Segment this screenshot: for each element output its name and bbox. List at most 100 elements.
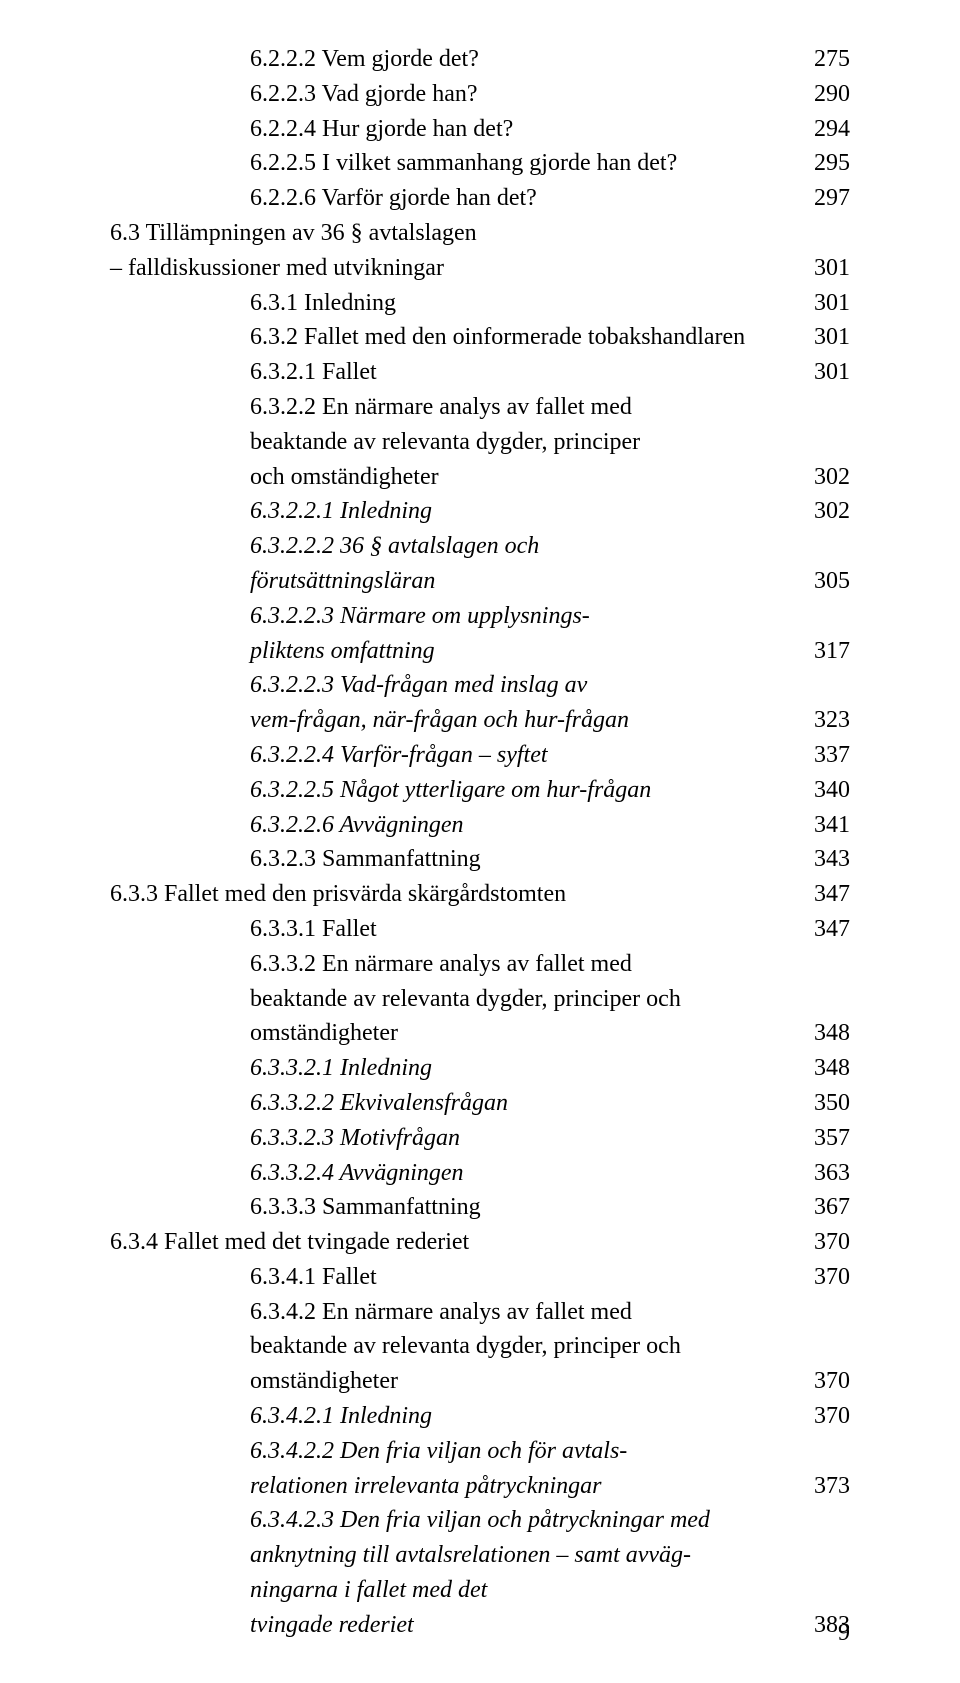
toc-entry-label: 6.3.2.2.3 Närmare om upplysnings- [250,599,850,634]
toc-entry-page: 347 [800,877,850,912]
toc-entry-label: 6.3.2.2.4 Varför-frågan – syftet [250,738,800,773]
toc-entry-label: 6.3.2.2.1 Inledning [250,494,800,529]
toc-entry-label: omständigheter [250,1364,800,1399]
toc-entry: tvingade rederiet383 [110,1608,850,1643]
toc-entry-page: 301 [800,320,850,355]
toc-entry: 6.3.2.1 Fallet301 [110,355,850,390]
toc-entry-label: 6.2.2.3 Vad gjorde han? [250,77,800,112]
toc-entry-page: 317 [800,634,850,669]
toc-entry-page: 363 [800,1156,850,1191]
toc-entry: 6.3.4.1 Fallet370 [110,1260,850,1295]
toc-entry-page: 297 [800,181,850,216]
toc-entry: 6.2.2.5 I vilket sammanhang gjorde han d… [110,146,850,181]
toc-entry: 6.2.2.3 Vad gjorde han?290 [110,77,850,112]
toc-entry-line: anknytning till avtalsrelationen – samt … [110,1538,850,1573]
toc-entry: 6.3.2 Fallet med den oinformerade tobaks… [110,320,850,355]
toc-entry-label: anknytning till avtalsrelationen – samt … [250,1538,850,1573]
toc-entry-page: 347 [800,912,850,947]
toc-entry-page: 295 [800,146,850,181]
toc-entry-line: 6.3.3.2 En närmare analys av fallet med [110,947,850,982]
toc-entry-label: 6.3.3.2.1 Inledning [250,1051,800,1086]
toc-entry-label: 6.3.4.2.1 Inledning [250,1399,800,1434]
toc-entry-page: 294 [800,112,850,147]
toc-entry-line: beaktande av relevanta dygder, principer [110,425,850,460]
toc-entry-page: 350 [800,1086,850,1121]
toc-entry-line: 6.3.4.2.2 Den fria viljan och för avtals… [110,1434,850,1469]
toc-entry: – falldiskussioner med utvikningar301 [110,251,850,286]
toc-entry-line: 6.3 Tillämpningen av 36 § avtalslagen [110,216,850,251]
toc-entry-page: 348 [800,1016,850,1051]
toc-entry-label: 6.3.2.1 Fallet [250,355,800,390]
toc-entry-page: 370 [800,1399,850,1434]
toc-entry-label: 6.3.1 Inledning [250,286,800,321]
toc-entry-label: 6.3.2 Fallet med den oinformerade tobaks… [250,320,800,355]
toc-entry: 6.3.3.3 Sammanfattning367 [110,1190,850,1225]
toc-entry-label: 6.3.4.2.3 Den fria viljan och påtrycknin… [250,1503,850,1538]
toc-entry-page: 302 [800,460,850,495]
toc-entry-label: pliktens omfattning [250,634,800,669]
toc-entry-label: 6.3.3.2.2 Ekvivalensfrågan [250,1086,800,1121]
toc-entry-page: 302 [800,494,850,529]
toc-entry: 6.3.2.3 Sammanfattning343 [110,842,850,877]
toc-entry: omständigheter348 [110,1016,850,1051]
toc-entry-label: och omständigheter [250,460,800,495]
toc-entry: 6.3.3.2.3 Motivfrågan357 [110,1121,850,1156]
toc-entry-page: 301 [800,251,850,286]
toc-entry-label: 6.2.2.5 I vilket sammanhang gjorde han d… [250,146,800,181]
toc-entry-label: tvingade rederiet [250,1608,800,1643]
toc-entry: 6.3.4 Fallet med det tvingade rederiet37… [110,1225,850,1260]
toc-entry: 6.3.3.2.4 Avvägningen363 [110,1156,850,1191]
toc-entry-label: 6.3.4.2 En närmare analys av fallet med [250,1295,850,1330]
toc-entry: förutsättningsläran305 [110,564,850,599]
page-container: 6.2.2.2 Vem gjorde det?2756.2.2.3 Vad gj… [0,0,960,1683]
toc-entry-line: 6.3.2.2.3 Vad-frågan med inslag av [110,668,850,703]
toc-entry-label: 6.3.2.2.2 36 § avtalslagen och [250,529,850,564]
toc-entry-line: 6.3.4.2.3 Den fria viljan och påtrycknin… [110,1503,850,1538]
toc-entry-label: beaktande av relevanta dygder, principer… [250,1329,850,1364]
toc-entry-label: 6.3.3.2 En närmare analys av fallet med [250,947,850,982]
toc-entry-label: 6.3.4.1 Fallet [250,1260,800,1295]
toc-entry-page: 357 [800,1121,850,1156]
toc-entry-page: 275 [800,42,850,77]
toc-entry: 6.3.2.2.4 Varför-frågan – syftet337 [110,738,850,773]
toc-entry-label: 6.3.3.3 Sammanfattning [250,1190,800,1225]
toc-entry: 6.3.3.2.1 Inledning348 [110,1051,850,1086]
toc-entry-page: 337 [800,738,850,773]
toc-entry-label: beaktande av relevanta dygder, principer… [250,982,850,1017]
toc-entry-label: 6.3.3 Fallet med den prisvärda skärgårds… [110,877,800,912]
toc-entry-page: 323 [800,703,850,738]
toc-entry: relationen irrelevanta påtryckningar373 [110,1469,850,1504]
toc-entry-label: relationen irrelevanta påtryckningar [250,1469,800,1504]
toc-entry: 6.3.3.1 Fallet347 [110,912,850,947]
toc-entry: 6.3.1 Inledning301 [110,286,850,321]
toc-entry-label: 6.3.4 Fallet med det tvingade rederiet [110,1225,800,1260]
toc-entry-line: beaktande av relevanta dygder, principer… [110,1329,850,1364]
toc-entry-label: ningarna i fallet med det [250,1573,850,1608]
toc-entry-label: 6.3 Tillämpningen av 36 § avtalslagen [110,216,850,251]
toc-entry: omständigheter370 [110,1364,850,1399]
toc-entry-page: 348 [800,1051,850,1086]
toc-entry-label: 6.2.2.2 Vem gjorde det? [250,42,800,77]
toc-entry-page: 305 [800,564,850,599]
toc-entry-label: vem-frågan, när-frågan och hur-frågan [250,703,800,738]
toc-entry-label: 6.3.2.2.6 Avvägningen [250,808,800,843]
toc-entry: vem-frågan, när-frågan och hur-frågan323 [110,703,850,738]
toc-entry: 6.3.2.2.6 Avvägningen341 [110,808,850,843]
toc-entry-line: beaktande av relevanta dygder, principer… [110,982,850,1017]
toc-entry-label: – falldiskussioner med utvikningar [110,251,800,286]
toc-entry-label: 6.2.2.6 Varför gjorde han det? [250,181,800,216]
toc-entry: 6.3.2.2.5 Något ytterligare om hur-fråga… [110,773,850,808]
toc-entry-label: 6.3.3.2.4 Avvägningen [250,1156,800,1191]
toc-entry-page: 367 [800,1190,850,1225]
toc-entry: 6.2.2.4 Hur gjorde han det?294 [110,112,850,147]
toc-entry: 6.2.2.6 Varför gjorde han det?297 [110,181,850,216]
toc-entry-line: 6.3.4.2 En närmare analys av fallet med [110,1295,850,1330]
toc-entry-line: 6.3.2.2.2 36 § avtalslagen och [110,529,850,564]
toc-entry: 6.2.2.2 Vem gjorde det?275 [110,42,850,77]
toc-entry-page: 301 [800,355,850,390]
toc-entry-page: 301 [800,286,850,321]
toc-entry-page: 343 [800,842,850,877]
toc-entry-page: 340 [800,773,850,808]
toc-entry-page: 370 [800,1364,850,1399]
toc-entry-label: 6.3.2.2 En närmare analys av fallet med [250,390,850,425]
